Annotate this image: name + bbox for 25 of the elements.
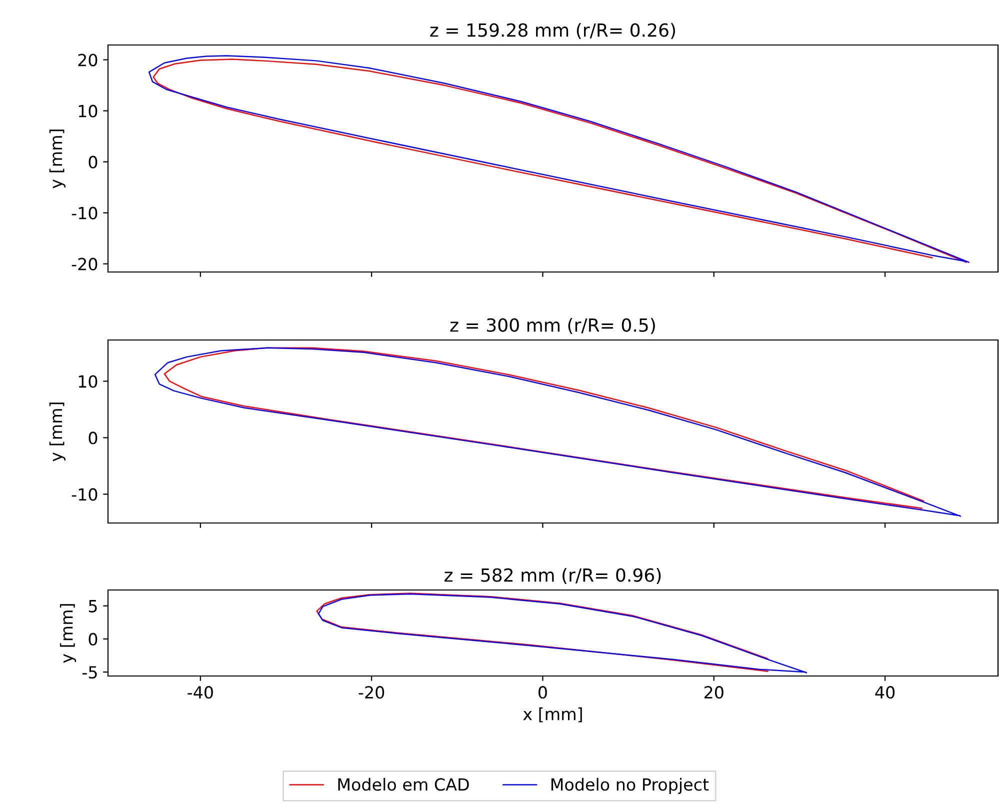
chart-title: z = 300 mm (r/R= 0.5) bbox=[450, 318, 655, 334]
y-tick-label: -10 bbox=[72, 488, 98, 501]
y-tick-label: 10 bbox=[78, 375, 98, 388]
x-tick-label: 20 bbox=[704, 686, 724, 699]
x-tick-label: 40 bbox=[875, 686, 895, 699]
y-tick-label: 5 bbox=[88, 600, 97, 612]
y-axis-title: y [mm] bbox=[49, 130, 66, 188]
legend-label: Modelo em CAD bbox=[338, 778, 469, 791]
legend-label: Modelo no Propject bbox=[551, 778, 709, 794]
y-tick-label: -5 bbox=[82, 666, 97, 679]
x-axis-title: x [mm] bbox=[523, 707, 582, 722]
chart-title: z = 159.28 mm (r/R= 0.26) bbox=[430, 22, 676, 40]
y-axis-title: y [mm] bbox=[60, 604, 76, 663]
y-tick-label: 20 bbox=[78, 54, 98, 66]
x-tick-label: -20 bbox=[358, 686, 384, 699]
chart-title: z = 582 mm (r/R= 0.96) bbox=[444, 568, 661, 584]
x-tick-label: -40 bbox=[188, 686, 213, 699]
y-tick-label: -20 bbox=[72, 258, 98, 270]
y-tick-label: 0 bbox=[88, 432, 98, 444]
y-tick-label: -10 bbox=[72, 206, 98, 220]
y-tick-label: 0 bbox=[88, 156, 98, 168]
y-axis-title: y [mm] bbox=[49, 402, 66, 462]
x-tick-label: 0 bbox=[538, 686, 547, 699]
y-tick-label: 10 bbox=[78, 104, 98, 118]
y-tick-label: 0 bbox=[88, 632, 98, 646]
